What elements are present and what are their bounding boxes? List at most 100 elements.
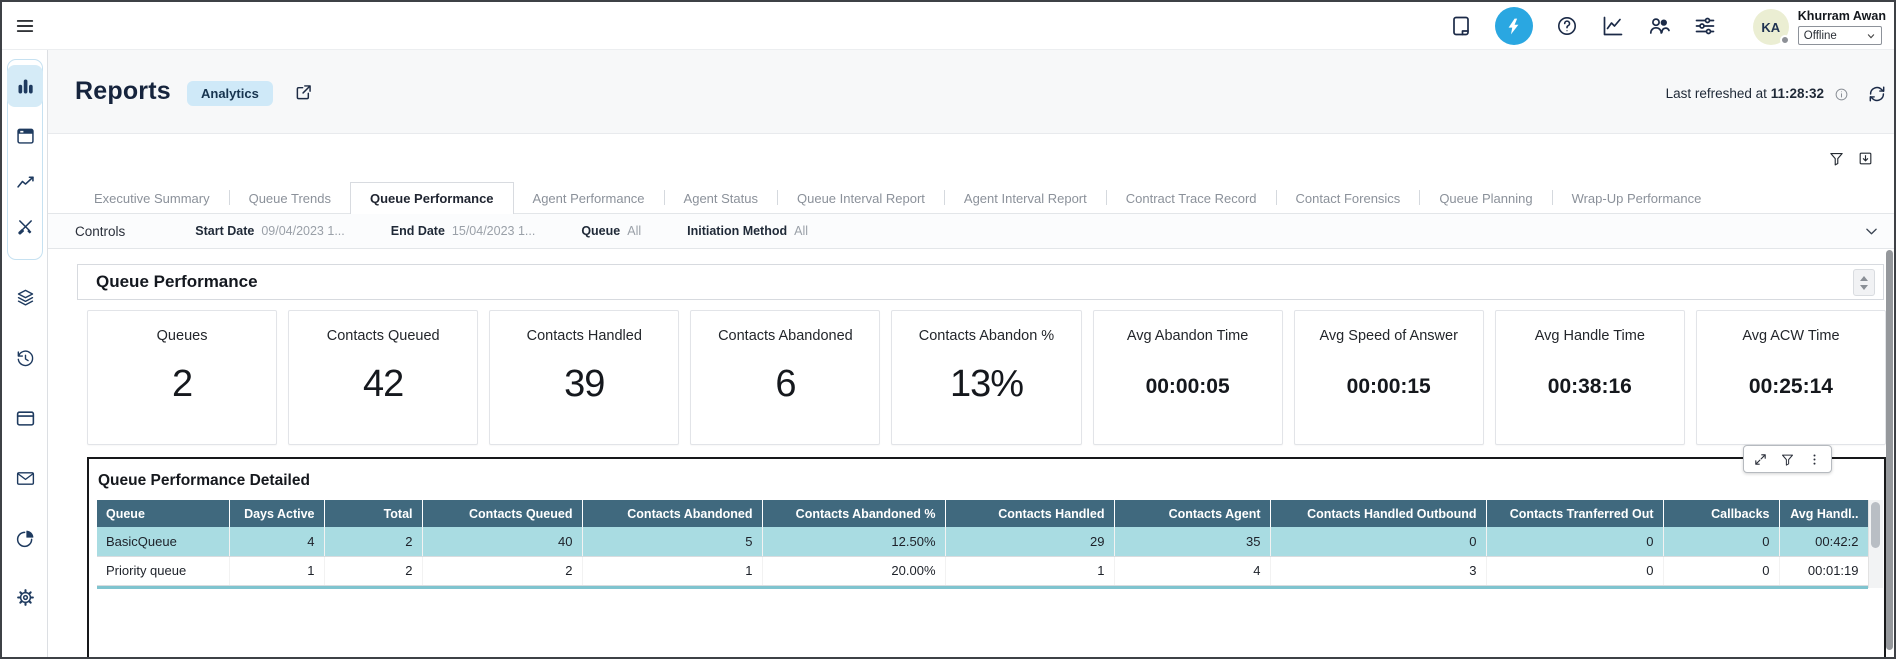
- kpi-contacts-abandoned: Contacts Abandoned6: [690, 310, 880, 445]
- calendar-icon: [15, 125, 36, 146]
- table-cell: 3: [1270, 556, 1486, 585]
- mail-icon: [15, 468, 36, 489]
- settings-icon: [15, 587, 36, 608]
- table-cell: 4: [1114, 556, 1270, 585]
- table-bottom-edge: [97, 586, 1868, 589]
- filter-value: All: [627, 224, 641, 238]
- top-bar: KA Khurram Awan Offline: [2, 2, 1894, 50]
- info-icon[interactable]: [1833, 86, 1850, 103]
- sliders-icon[interactable]: [1693, 14, 1717, 38]
- column-header-contacts-abandoned[interactable]: Contacts Abandoned %: [762, 500, 945, 527]
- filter-icon[interactable]: [1828, 150, 1845, 167]
- sidebar-item-layers[interactable]: [7, 276, 43, 318]
- sidebar: [2, 50, 48, 657]
- table-cell: 12.50%: [762, 527, 945, 556]
- column-header-contacts-abandoned[interactable]: Contacts Abandoned: [582, 500, 762, 527]
- section-title: Queue Performance: [96, 272, 258, 292]
- column-header-total[interactable]: Total: [324, 500, 422, 527]
- page-scrollbar-thumb[interactable]: [1886, 250, 1893, 650]
- column-header-contacts-tranferred-out[interactable]: Contacts Tranferred Out: [1486, 500, 1663, 527]
- refresh-icon[interactable]: [1866, 83, 1888, 105]
- section-stepper[interactable]: [1853, 269, 1875, 296]
- tab-queue-performance[interactable]: Queue Performance: [350, 182, 514, 214]
- external-link-icon[interactable]: [293, 82, 314, 103]
- collapse-chevron-icon[interactable]: [1863, 223, 1880, 240]
- tab-wrap-up-performance[interactable]: Wrap-Up Performance: [1553, 183, 1721, 213]
- column-header-contacts-agent[interactable]: Contacts Agent: [1114, 500, 1270, 527]
- column-header-queue[interactable]: Queue: [97, 500, 229, 527]
- tab-contract-trace-record[interactable]: Contract Trace Record: [1107, 183, 1276, 213]
- table-scrollbar[interactable]: [1868, 500, 1883, 588]
- sidebar-item-line-chart[interactable]: [7, 161, 43, 203]
- column-header-contacts-handled-outbound[interactable]: Contacts Handled Outbound: [1270, 500, 1486, 527]
- tab-queue-planning[interactable]: Queue Planning: [1420, 183, 1551, 213]
- refreshed-time: 11:28:32: [1771, 86, 1824, 101]
- filter-label: Queue: [581, 224, 620, 238]
- design-icon: [15, 217, 36, 238]
- column-header-callbacks[interactable]: Callbacks: [1663, 500, 1779, 527]
- user-name: Khurram Awan: [1798, 9, 1886, 23]
- table-row-priority-queue[interactable]: Priority queue122120.00%1430000:01:19: [97, 556, 1868, 585]
- expand-icon[interactable]: [1753, 452, 1768, 467]
- more-options-icon[interactable]: [1807, 452, 1822, 467]
- queue-performance-table: QueueDays ActiveTotalContacts QueuedCont…: [97, 500, 1869, 586]
- table-row-basicqueue[interactable]: BasicQueue4240512.50%293500000:42:2: [97, 527, 1868, 556]
- status-select[interactable]: Offline: [1798, 26, 1882, 45]
- table-cell: 0: [1663, 527, 1779, 556]
- tab-agent-performance[interactable]: Agent Performance: [514, 183, 664, 213]
- tab-executive-summary[interactable]: Executive Summary: [75, 183, 229, 213]
- kpi-value: 2: [88, 363, 276, 406]
- table-cell: 2: [324, 556, 422, 585]
- sidebar-item-design[interactable]: [7, 206, 43, 248]
- users-icon[interactable]: [1647, 14, 1671, 38]
- kpi-label: Contacts Queued: [289, 328, 477, 344]
- filter-label: Start Date: [195, 224, 254, 238]
- sidebar-item-calendar[interactable]: [7, 114, 43, 156]
- filter-queue[interactable]: Queue All: [581, 224, 641, 238]
- kpi-value: 00:38:16: [1496, 375, 1684, 399]
- filter-label: Initiation Method: [687, 224, 787, 238]
- sidebar-item-settings[interactable]: [7, 576, 43, 618]
- sidebar-item-history[interactable]: [7, 337, 43, 379]
- tab-agent-status[interactable]: Agent Status: [665, 183, 777, 213]
- column-header-avg-handl[interactable]: Avg Handl..: [1779, 500, 1868, 527]
- line-chart-icon: [15, 172, 36, 193]
- column-header-contacts-handled[interactable]: Contacts Handled: [945, 500, 1114, 527]
- filter-icon[interactable]: [1780, 452, 1795, 467]
- sidebar-item-bar-chart[interactable]: [7, 65, 43, 107]
- table-cell: 0: [1663, 556, 1779, 585]
- column-header-days-active[interactable]: Days Active: [229, 500, 324, 527]
- tab-agent-interval-report[interactable]: Agent Interval Report: [945, 183, 1106, 213]
- avatar-initials: KA: [1761, 20, 1780, 35]
- download-icon[interactable]: [1857, 150, 1874, 167]
- column-header-contacts-queued[interactable]: Contacts Queued: [422, 500, 582, 527]
- kpi-contacts-abandon: Contacts Abandon %13%: [891, 310, 1081, 445]
- sidebar-item-window[interactable]: [7, 397, 43, 439]
- table-cell: 0: [1486, 527, 1663, 556]
- sidebar-item-pie-chart[interactable]: [7, 517, 43, 559]
- filter-end-date[interactable]: End Date15/04/2023 1...: [391, 224, 536, 238]
- table-toolbar: [1743, 445, 1832, 473]
- filter-value: All: [794, 224, 808, 238]
- filter-label: End Date: [391, 224, 445, 238]
- tab-contact-forensics[interactable]: Contact Forensics: [1277, 183, 1420, 213]
- sidebar-item-mail[interactable]: [7, 457, 43, 499]
- help-icon[interactable]: [1555, 14, 1579, 38]
- metrics-icon[interactable]: [1601, 14, 1625, 38]
- notepad-icon[interactable]: [1449, 14, 1473, 38]
- avatar[interactable]: KA: [1753, 9, 1789, 45]
- table-cell: 1: [945, 556, 1114, 585]
- kpi-label: Avg Abandon Time: [1094, 328, 1282, 344]
- filter-initiation-method[interactable]: Initiation Method All: [687, 224, 808, 238]
- analytics-badge: Analytics: [187, 81, 273, 106]
- table-cell: BasicQueue: [97, 527, 229, 556]
- lightning-icon[interactable]: [1495, 7, 1533, 45]
- last-refreshed: Last refreshed at 11:28:32: [1666, 86, 1824, 101]
- tab-queue-trends[interactable]: Queue Trends: [230, 183, 350, 213]
- header-band: [48, 50, 1894, 134]
- kpi-avg-handle-time: Avg Handle Time00:38:16: [1495, 310, 1685, 445]
- tab-queue-interval-report[interactable]: Queue Interval Report: [778, 183, 944, 213]
- scrollbar-thumb[interactable]: [1871, 502, 1880, 548]
- menu-icon[interactable]: [14, 15, 36, 37]
- filter-start-date[interactable]: Start Date09/04/2023 1...: [195, 224, 344, 238]
